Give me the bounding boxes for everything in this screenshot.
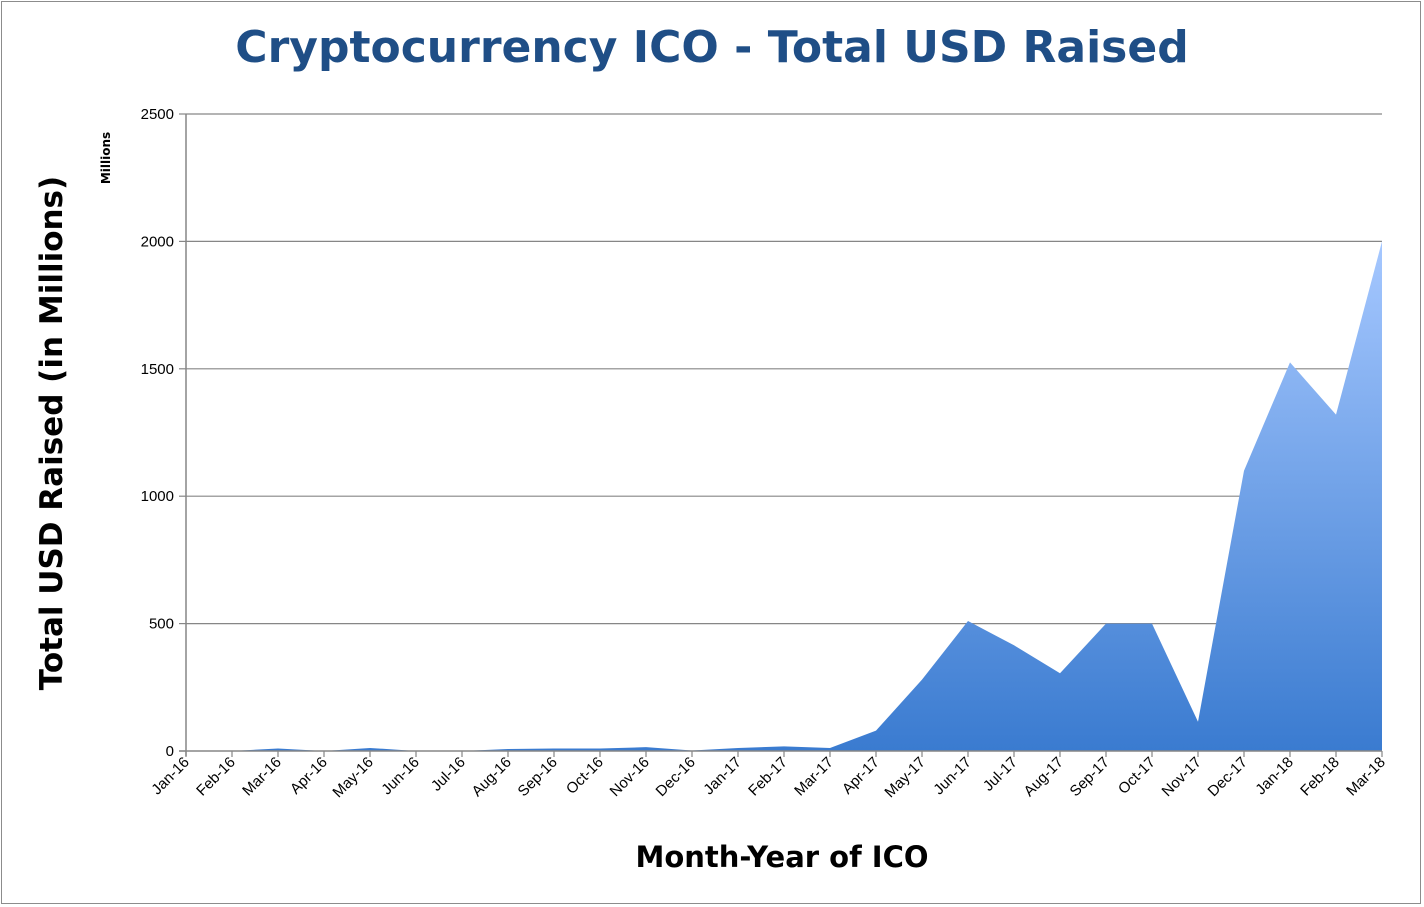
x-tick-label: Jul-17 bbox=[980, 754, 1021, 795]
x-tick-label: May-17 bbox=[881, 754, 928, 801]
x-tick-label: Aug-17 bbox=[1021, 754, 1067, 800]
x-tick-label: Sep-16 bbox=[515, 754, 561, 800]
gridlines bbox=[186, 113, 1382, 625]
x-tick-label: Jan-18 bbox=[1252, 754, 1296, 798]
area-series-fill bbox=[186, 241, 1382, 751]
x-tick-label: Apr-16 bbox=[287, 754, 331, 798]
y-tick-label: 0 bbox=[166, 743, 174, 760]
x-tick-label: Feb-17 bbox=[745, 754, 791, 800]
y-tick-label: 2000 bbox=[141, 233, 174, 250]
x-tick-label: Mar-16 bbox=[239, 754, 285, 800]
x-tick-label: Jun-16 bbox=[378, 754, 422, 798]
x-tick-label: Jul-16 bbox=[428, 754, 469, 795]
x-tick-label: Oct-16 bbox=[563, 754, 607, 798]
x-tick-label: Oct-17 bbox=[1115, 754, 1159, 798]
y-tick-label: 2500 bbox=[141, 106, 174, 123]
y-tick-label: 500 bbox=[149, 616, 174, 633]
x-tick-label: May-16 bbox=[329, 754, 376, 801]
x-tick-label: Jan-17 bbox=[700, 754, 744, 798]
x-tick-label: Jun-17 bbox=[930, 754, 974, 798]
x-tick-label: Dec-16 bbox=[653, 754, 699, 800]
x-tick-label: Feb-18 bbox=[1297, 754, 1343, 800]
x-tick-label: Mar-17 bbox=[791, 754, 837, 800]
y-tick-label: 1500 bbox=[141, 361, 174, 378]
x-tick-label: Dec-17 bbox=[1205, 754, 1251, 800]
y-tick-labels: 0 500 1000 1500 2000 2500 bbox=[141, 106, 174, 760]
x-tick-label: Mar-18 bbox=[1343, 754, 1389, 800]
axes bbox=[179, 113, 1383, 757]
x-tick-label: Feb-16 bbox=[193, 754, 239, 800]
x-tick-label: Nov-17 bbox=[1159, 754, 1205, 800]
area-series bbox=[186, 241, 1382, 751]
y-tick-label: 1000 bbox=[141, 488, 174, 505]
x-tick-label: Jan-16 bbox=[148, 754, 192, 798]
x-axis-title: Month-Year of ICO bbox=[635, 840, 929, 874]
x-tick-label: Sep-17 bbox=[1067, 754, 1113, 800]
x-tick-label: Aug-16 bbox=[469, 754, 515, 800]
x-tick-label: Nov-16 bbox=[607, 754, 653, 800]
chart-title: Cryptocurrency ICO - Total USD Raised bbox=[235, 22, 1189, 73]
x-tick-label: Apr-17 bbox=[839, 754, 883, 798]
